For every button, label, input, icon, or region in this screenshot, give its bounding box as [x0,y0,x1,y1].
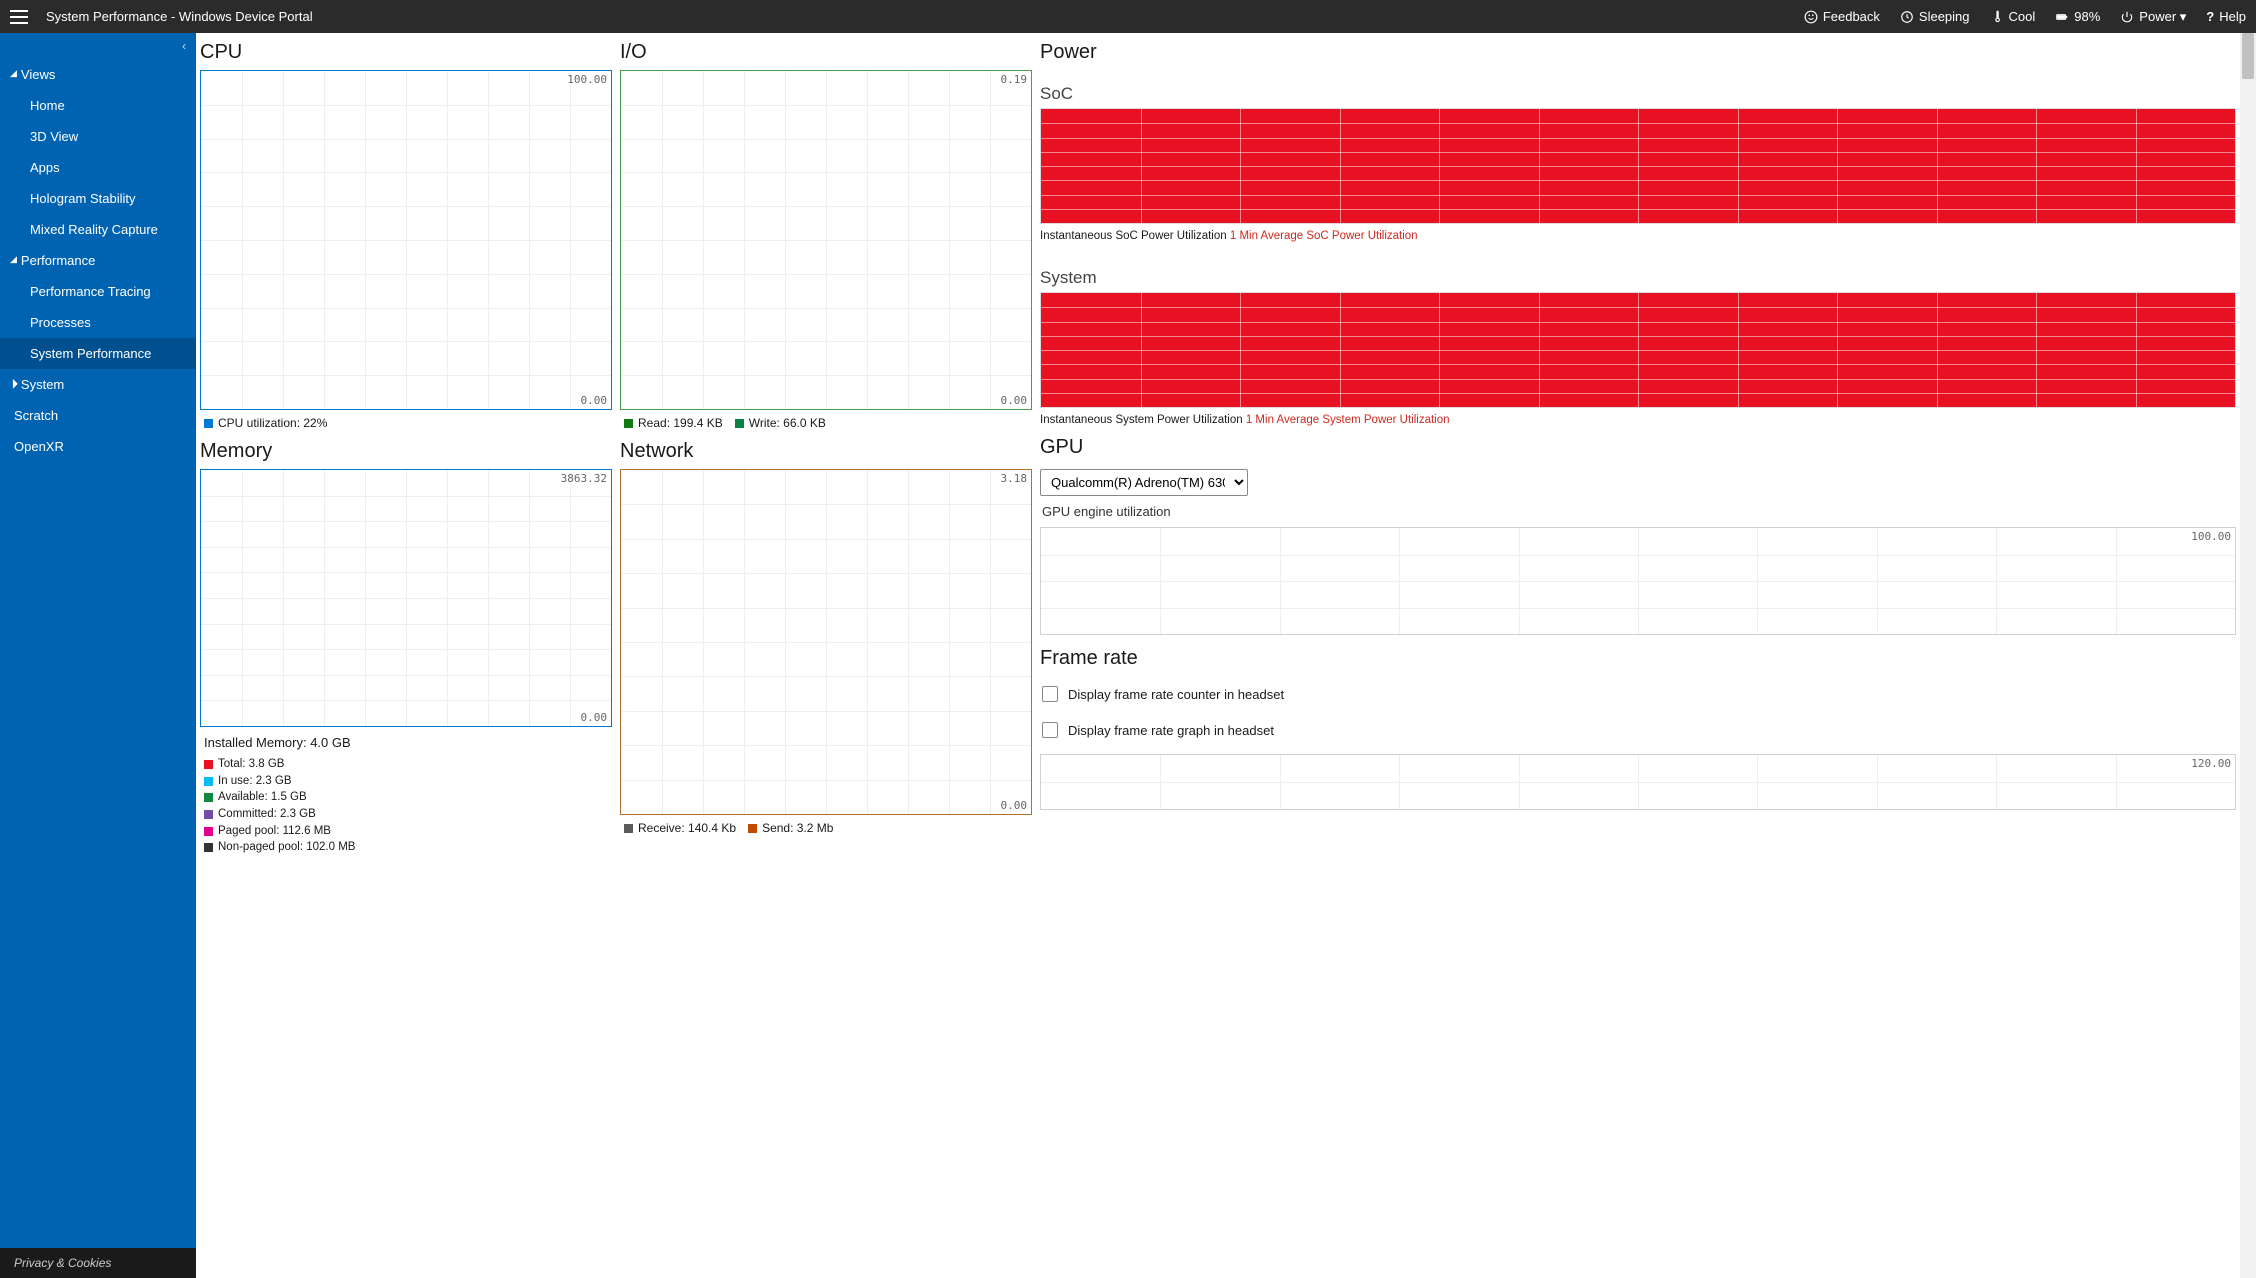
sidebar-item-apps[interactable]: Apps [0,152,196,183]
sidebar-item-processes[interactable]: Processes [0,307,196,338]
temp-status[interactable]: Cool [1990,9,2036,24]
battery-icon [2055,10,2069,24]
power-icon [2120,10,2134,24]
power-system-label: System [1036,242,2240,292]
col-io-network: I/O 0.19 0.00 Read: 199.4 KBWrite: 66.0 … [616,33,1036,1278]
scrollbar-thumb[interactable] [2242,33,2254,79]
legend-swatch [204,827,213,836]
main: CPU 100.00 0.00 CPU utilization: 22% Mem… [196,33,2256,1278]
feedback-button[interactable]: Feedback [1804,9,1880,24]
smile-icon [1804,10,1818,24]
privacy-link[interactable]: Privacy & Cookies [0,1248,196,1278]
page-title: System Performance - Windows Device Port… [46,9,1804,24]
sidebar-item-3dview[interactable]: 3D View [0,121,196,152]
legend-swatch [624,824,633,833]
gpu-chart: 100.00 [1040,527,2236,635]
help-icon: ? [2206,9,2214,24]
legend-swatch [204,760,213,769]
col-cpu-memory: CPU 100.00 0.00 CPU utilization: 22% Mem… [196,33,616,1278]
gpu-select[interactable]: Qualcomm(R) Adreno(TM) 630 GPU [1040,469,1248,496]
power-title: Power [1036,33,2240,70]
power-soc-legend: Instantaneous SoC Power Utilization 1 Mi… [1036,224,2240,242]
memory-installed: Installed Memory: 4.0 GB [196,731,616,756]
framerate-title: Frame rate [1036,639,2240,676]
thermometer-icon [1990,10,2004,24]
legend-swatch [204,810,213,819]
battery-status[interactable]: 98% [2055,9,2100,24]
power-soc-chart [1040,108,2236,224]
menu-icon[interactable] [10,10,28,24]
power-system-legend: Instantaneous System Power Utilization 1… [1036,408,2240,426]
fr-check1-row: Display frame rate counter in headset [1036,676,2240,712]
cpu-legend: CPU utilization: 22% [196,414,616,432]
network-legend: Receive: 140.4 KbSend: 3.2 Mb [616,819,1036,837]
sidebar-group-performance[interactable]: ◢Performance [0,245,196,276]
sidebar-group-system[interactable]: ◢System [0,369,196,400]
io-legend: Read: 199.4 KBWrite: 66.0 KB [616,414,1036,432]
framerate-chart: 120.00 [1040,754,2236,810]
sidebar-item-home[interactable]: Home [0,90,196,121]
memory-chart: 3863.32 0.00 [200,469,612,727]
memory-legend: Total: 3.8 GBIn use: 2.3 GBAvailable: 1.… [196,756,616,856]
sidebar-item-sysperf[interactable]: System Performance [0,338,196,369]
gpu-title: GPU [1036,426,2240,465]
sidebar-item-hologram[interactable]: Hologram Stability [0,183,196,214]
fr-counter-checkbox[interactable] [1042,686,1058,702]
network-title: Network [616,432,1036,469]
sidebar-item-mrc[interactable]: Mixed Reality Capture [0,214,196,245]
cpu-title: CPU [196,33,616,70]
power-soc-label: SoC [1036,70,2240,108]
clock-icon [1900,10,1914,24]
topbar: System Performance - Windows Device Port… [0,0,2256,33]
network-chart: 3.18 0.00 [620,469,1032,815]
col-power-gpu-fr: Power SoC Instantaneous SoC Power Utiliz… [1036,33,2256,1278]
io-title: I/O [616,33,1036,70]
fr-graph-checkbox[interactable] [1042,722,1058,738]
sidebar: ‹ ◢Views Home 3D View Apps Hologram Stab… [0,33,196,1278]
fr-check2-row: Display frame rate graph in headset [1036,712,2240,748]
sidebar-item-perftracing[interactable]: Performance Tracing [0,276,196,307]
legend-swatch [204,793,213,802]
legend-swatch [204,419,213,428]
help-button[interactable]: ? Help [2206,9,2246,24]
sidebar-item-scratch[interactable]: Scratch [0,400,196,431]
legend-swatch [204,843,213,852]
sidebar-collapse[interactable]: ‹ [0,33,196,59]
power-menu[interactable]: Power ▾ [2120,9,2186,25]
sidebar-group-views[interactable]: ◢Views [0,59,196,90]
sleep-status[interactable]: Sleeping [1900,9,1970,24]
io-chart: 0.19 0.00 [620,70,1032,410]
sidebar-item-openxr[interactable]: OpenXR [0,431,196,462]
legend-swatch [735,419,744,428]
legend-swatch [204,777,213,786]
scrollbar[interactable] [2240,33,2256,1278]
legend-swatch [624,419,633,428]
memory-title: Memory [196,432,616,469]
gpu-engine-label: GPU engine utilization [1036,504,2240,521]
power-system-chart [1040,292,2236,408]
legend-swatch [748,824,757,833]
cpu-chart: 100.00 0.00 [200,70,612,410]
